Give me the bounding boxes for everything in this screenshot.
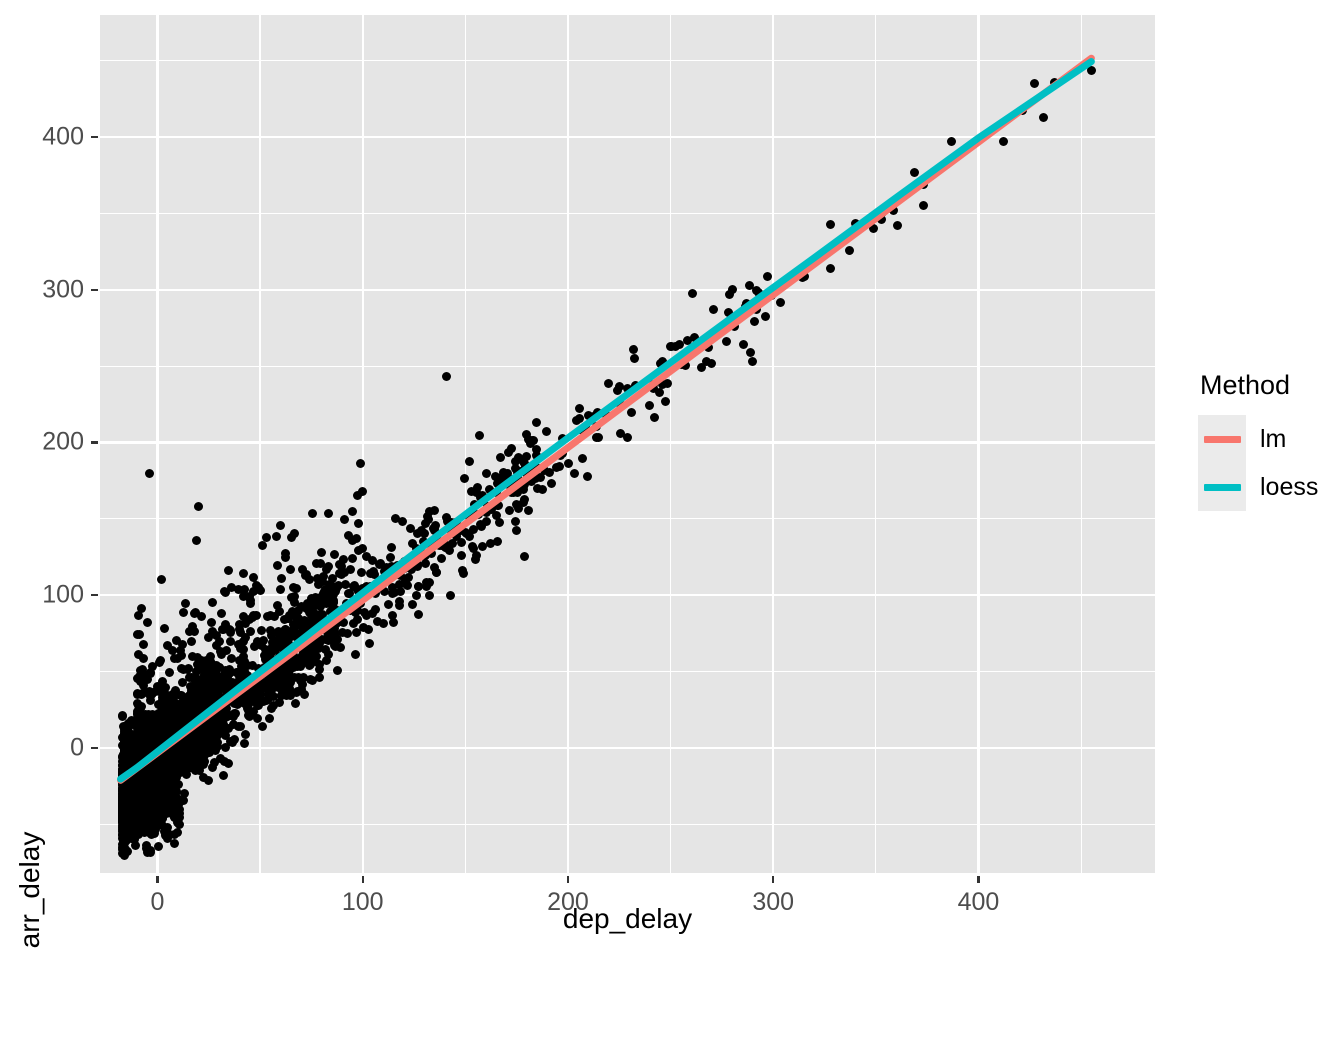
x-tick-mark [156,876,159,883]
legend-label: lm [1260,424,1287,453]
gridline [100,518,1155,520]
ggplot-scatter-figure: 0 100 200 300 400 0 100 200 300 400 dep_delay ar… [14,15,1318,948]
gridline [100,823,1155,825]
legend-label: loess [1260,472,1319,501]
x-tick-mark [361,876,364,883]
y-tick-label: 100 [42,580,84,609]
legend: Method lm loess [1198,370,1318,511]
legend-title: Method [1200,370,1291,400]
y-axis-label: arr_delay [14,831,45,949]
fit-lines-layer [117,54,1095,784]
y-tick-label: 400 [42,122,84,151]
y-tick-label: 300 [42,275,84,304]
gridline [156,15,159,873]
gridline [100,365,1155,367]
legend-items: lm loess [1198,415,1318,511]
gridline [772,15,775,873]
gridline [100,60,1155,62]
data-point [203,775,213,785]
scatter-points-layer [100,15,1155,873]
gridline [1080,15,1082,873]
x-axis-label: dep_delay [562,903,693,934]
gridline [875,15,877,873]
gridline [100,136,1155,139]
fit-line-lm [117,54,1095,784]
gridline [100,746,1155,749]
gridline [100,441,1155,444]
y-tick-mark [91,288,98,291]
gridline [361,15,364,873]
legend-line-swatch [1203,435,1241,443]
y-tick-label: 200 [42,427,84,456]
x-tick-mark [977,876,980,883]
gridline [100,670,1155,673]
gridline [670,15,672,873]
gridline [100,288,1155,291]
gridline [259,15,261,873]
y-tick-mark [91,441,98,444]
legend-key-loess [1198,463,1246,511]
legend-line-swatch [1203,483,1241,491]
y-tick-mark [91,746,98,749]
plot-panel [100,15,1155,873]
legend-item-lm: lm [1198,415,1318,463]
x-tick-mark [772,876,775,883]
gridline [977,15,980,873]
gridline [464,15,466,873]
gridline [100,594,1155,597]
x-tick-mark [566,876,570,883]
gridline [100,212,1155,215]
legend-item-loess: loess [1198,463,1318,511]
legend-key-lm [1198,415,1246,463]
y-tick-mark [91,135,98,139]
y-tick-mark [91,593,98,597]
